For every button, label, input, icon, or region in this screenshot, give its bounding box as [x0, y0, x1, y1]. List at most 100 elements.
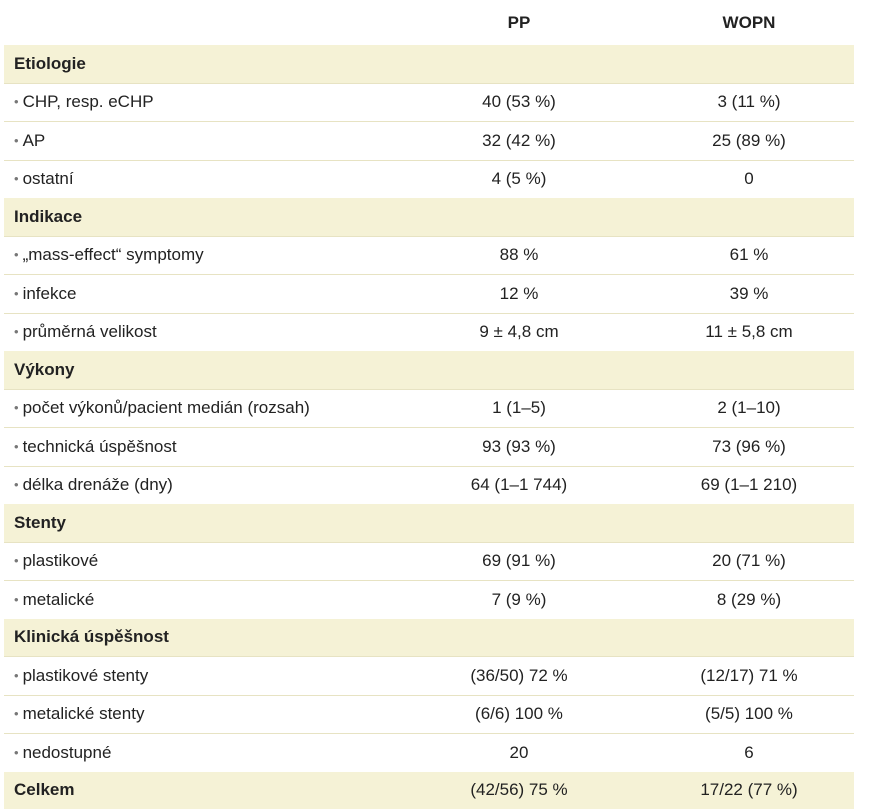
- section-pp-empty: [394, 351, 644, 389]
- results-table: PP WOPN Etiologie • CHP, resp. eCHP 40 (53 …: [4, 0, 854, 809]
- pp-value: 1 (1–5): [394, 389, 644, 428]
- header-label-cell: [4, 0, 394, 45]
- row-label: průměrná velikost: [23, 322, 157, 341]
- bullet-icon: •: [14, 706, 19, 721]
- section-pp-empty: [394, 619, 644, 657]
- section-title: Indikace: [4, 198, 394, 236]
- bullet-icon: •: [14, 592, 19, 607]
- row-label: AP: [23, 131, 46, 150]
- table-row: • plastikové stenty (36/50) 72 %(12/17) 71…: [4, 657, 854, 696]
- row-label-cell: • metalické: [4, 581, 394, 619]
- row-label-cell: • metalické stenty: [4, 695, 394, 734]
- row-label: počet výkonů/pacient medián (rozsah): [23, 398, 310, 417]
- wopn-value: 3 (11 %): [644, 83, 854, 122]
- row-label-cell: • infekce: [4, 275, 394, 314]
- results-table-container: PP WOPN Etiologie • CHP, resp. eCHP 40 (53 …: [4, 0, 854, 809]
- header-wopn: WOPN: [644, 0, 854, 45]
- row-label-cell: • plastikové: [4, 542, 394, 581]
- section-row: Etiologie: [4, 45, 854, 83]
- section-pp-empty: [394, 504, 644, 542]
- wopn-value: 0: [644, 160, 854, 198]
- section-title: Výkony: [4, 351, 394, 389]
- row-label: ostatní: [23, 169, 74, 188]
- row-label: metalické stenty: [23, 704, 145, 723]
- row-label-cell: •nedostupné: [4, 734, 394, 772]
- bullet-icon: •: [14, 400, 19, 415]
- wopn-value: 8 (29 %): [644, 581, 854, 619]
- total-row: Celkem(42/56) 75 %17/22 (77 %): [4, 772, 854, 809]
- row-label: plastikové stenty: [23, 666, 149, 685]
- row-label-cell: • CHP, resp. eCHP: [4, 83, 394, 122]
- bullet-icon: •: [14, 439, 19, 454]
- section-wopn-empty: [644, 351, 854, 389]
- table-row: • délka drenáže (dny) 64 (1–1 744)69 (1–1 …: [4, 466, 854, 504]
- pp-value: 64 (1–1 744): [394, 466, 644, 504]
- section-title: Stenty: [4, 504, 394, 542]
- bullet-icon: •: [14, 247, 19, 262]
- table-row: • AP 32 (42 %)25 (89 %): [4, 122, 854, 161]
- section-wopn-empty: [644, 198, 854, 236]
- total-pp: (42/56) 75 %: [394, 772, 644, 809]
- row-label-cell: • „mass-effect“ symptomy: [4, 236, 394, 275]
- row-label: infekce: [23, 284, 77, 303]
- row-label-cell: • plastikové stenty: [4, 657, 394, 696]
- total-wopn: 17/22 (77 %): [644, 772, 854, 809]
- section-row: Indikace: [4, 198, 854, 236]
- section-title: Etiologie: [4, 45, 394, 83]
- bullet-icon: •: [14, 324, 19, 339]
- row-label: CHP, resp. eCHP: [23, 92, 154, 111]
- table-row: • infekce 12 %39 %: [4, 275, 854, 314]
- row-label: metalické: [23, 590, 95, 609]
- row-label: technická úspěšnost: [23, 437, 177, 456]
- wopn-value: 11 ± 5,8 cm: [644, 313, 854, 351]
- table-header-row: PP WOPN: [4, 0, 854, 45]
- pp-value: 32 (42 %): [394, 122, 644, 161]
- row-label-cell: • délka drenáže (dny): [4, 466, 394, 504]
- bullet-icon: •: [14, 94, 19, 109]
- row-label: „mass-effect“ symptomy: [23, 245, 204, 264]
- bullet-icon: •: [14, 553, 19, 568]
- wopn-value: 6: [644, 734, 854, 772]
- wopn-value: 69 (1–1 210): [644, 466, 854, 504]
- wopn-value: 39 %: [644, 275, 854, 314]
- table-row: • počet výkonů/pacient medián (rozsah) 1 (…: [4, 389, 854, 428]
- wopn-value: 25 (89 %): [644, 122, 854, 161]
- pp-value: 40 (53 %): [394, 83, 644, 122]
- bullet-icon: •: [14, 745, 19, 760]
- section-pp-empty: [394, 45, 644, 83]
- bullet-icon: •: [14, 133, 19, 148]
- table-row: • CHP, resp. eCHP 40 (53 %)3 (11 %): [4, 83, 854, 122]
- bullet-icon: •: [14, 286, 19, 301]
- bullet-icon: •: [14, 477, 19, 492]
- section-row: Klinická úspěšnost: [4, 619, 854, 657]
- section-wopn-empty: [644, 45, 854, 83]
- pp-value: 12 %: [394, 275, 644, 314]
- wopn-value: 2 (1–10): [644, 389, 854, 428]
- wopn-value: 61 %: [644, 236, 854, 275]
- section-row: Stenty: [4, 504, 854, 542]
- row-label-cell: • AP: [4, 122, 394, 161]
- pp-value: 69 (91 %): [394, 542, 644, 581]
- section-wopn-empty: [644, 504, 854, 542]
- wopn-value: (12/17) 71 %: [644, 657, 854, 696]
- section-title: Klinická úspěšnost: [4, 619, 394, 657]
- section-row: Výkony: [4, 351, 854, 389]
- row-label: délka drenáže (dny): [23, 475, 173, 494]
- wopn-value: (5/5) 100 %: [644, 695, 854, 734]
- section-wopn-empty: [644, 619, 854, 657]
- pp-value: 9 ± 4,8 cm: [394, 313, 644, 351]
- row-label-cell: • počet výkonů/pacient medián (rozsah): [4, 389, 394, 428]
- total-label: Celkem: [4, 772, 394, 809]
- pp-value: (36/50) 72 %: [394, 657, 644, 696]
- row-label: plastikové: [23, 551, 99, 570]
- row-label-cell: • průměrná velikost: [4, 313, 394, 351]
- row-label-cell: •ostatní: [4, 160, 394, 198]
- header-pp: PP: [394, 0, 644, 45]
- bullet-icon: •: [14, 668, 19, 683]
